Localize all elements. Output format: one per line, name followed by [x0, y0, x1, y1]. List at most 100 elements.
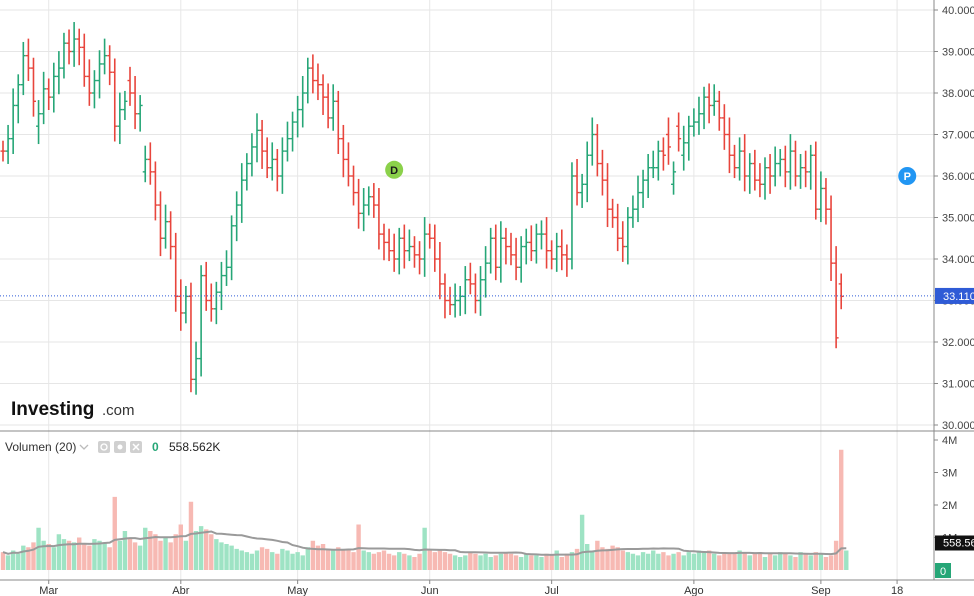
volume-bar	[183, 540, 189, 570]
volume-bar	[549, 555, 554, 570]
volume-bar	[259, 547, 265, 570]
volume-bar	[254, 550, 260, 570]
ohlc-bar	[147, 142, 153, 185]
ohlc-bar	[655, 140, 661, 181]
volume-bar	[458, 557, 463, 570]
volume-panel-header: Volumen (20) 0 558.562K	[5, 440, 220, 454]
volume-bar	[488, 557, 493, 570]
settings-icon[interactable]	[98, 441, 110, 453]
volume-bar	[722, 552, 727, 570]
volume-bar	[737, 550, 742, 570]
ohlc-bar	[528, 225, 534, 262]
volume-bar	[264, 548, 270, 570]
ohlc-bar	[91, 70, 97, 109]
volume-bar	[483, 553, 488, 570]
volume-tick-label: 2M	[942, 500, 957, 512]
ohlc-bar	[213, 281, 219, 325]
ohlc-bar	[254, 113, 260, 163]
ohlc-bar	[396, 227, 402, 275]
volume-bar	[209, 534, 214, 570]
volume-bar	[366, 552, 371, 570]
volume-bar	[691, 553, 697, 570]
volume-bar	[676, 552, 681, 570]
volume-bar	[107, 547, 112, 570]
volume-bar	[71, 542, 77, 570]
volume-bar	[249, 553, 255, 570]
ohlc-bar	[81, 33, 87, 87]
ohlc-bar	[574, 158, 580, 206]
ohlc-bars	[0, 22, 844, 395]
time-axis-label: Jul	[545, 585, 559, 596]
ohlc-bar	[472, 273, 478, 314]
event-markers[interactable]: DP	[385, 160, 917, 185]
volume-bar	[590, 550, 595, 570]
ohlc-bar	[122, 90, 128, 120]
time-axis-label: Mar	[39, 585, 58, 596]
ohlc-bar	[97, 50, 103, 99]
volume-bar	[671, 553, 676, 570]
time-axis-label: May	[287, 585, 308, 596]
ohlc-bar	[610, 198, 616, 228]
volume-bar	[51, 547, 56, 570]
ohlc-bar	[315, 63, 321, 101]
ohlc-bar	[264, 137, 270, 179]
ohlc-bar	[752, 149, 758, 191]
volume-bar	[620, 550, 625, 570]
ohlc-bar	[665, 117, 671, 165]
volume-bar	[143, 527, 148, 570]
volume-bar	[0, 552, 6, 570]
volume-bar	[844, 550, 849, 570]
ohlc-bar	[498, 221, 504, 283]
ohlc-bar	[777, 149, 783, 177]
ohlc-bar	[701, 86, 707, 130]
ohlc-bar	[792, 140, 798, 187]
volume-bar	[224, 544, 229, 570]
volume-bar	[818, 553, 824, 570]
ohlc-bar	[671, 161, 677, 195]
ohlc-bar	[594, 124, 600, 177]
volume-bar	[701, 552, 707, 570]
volume-bar	[381, 550, 387, 570]
ohlc-bar	[300, 75, 306, 128]
volume-bar	[214, 539, 219, 570]
ohlc-bar	[798, 154, 804, 189]
ohlc-bar	[589, 117, 595, 166]
ohlc-bar	[462, 266, 468, 315]
volume-bar	[661, 552, 666, 570]
volume-bar	[585, 544, 590, 570]
close-icon[interactable]	[130, 441, 142, 453]
ohlc-bar	[366, 186, 372, 216]
volume-bar	[752, 553, 758, 570]
volume-bar	[498, 553, 504, 570]
volume-bar	[153, 534, 158, 570]
volume-bar	[82, 544, 87, 570]
visibility-icon[interactable]	[114, 441, 126, 453]
ohlc-bar	[203, 261, 209, 311]
volume-bar	[391, 555, 397, 570]
volume-bar	[280, 548, 285, 570]
price-tick-label: 40.000	[942, 5, 974, 17]
ohlc-bar	[290, 111, 296, 152]
volume-bar	[92, 539, 97, 570]
volume-bar	[534, 555, 539, 570]
chevron-down-icon[interactable]	[79, 444, 89, 450]
ohlc-bar	[813, 141, 819, 220]
ohlc-bar	[279, 137, 285, 194]
volume-bar	[524, 553, 529, 570]
volume-bar	[772, 555, 778, 570]
ohlc-bar	[732, 144, 738, 179]
volume-bar	[518, 557, 524, 570]
ohlc-bar	[66, 29, 72, 65]
volume-bar	[833, 540, 839, 570]
ohlc-bar	[635, 175, 641, 223]
ohlc-bar	[554, 232, 560, 272]
volume-last-tag-text: 558.562	[943, 538, 974, 550]
volume-bar	[168, 542, 173, 570]
ohlc-bar	[163, 204, 169, 249]
volume-bar	[351, 552, 356, 570]
event-marker-label: D	[390, 165, 398, 177]
ohlc-bar	[417, 241, 423, 275]
ohlc-bar	[224, 250, 230, 286]
volume-bar	[31, 542, 36, 570]
